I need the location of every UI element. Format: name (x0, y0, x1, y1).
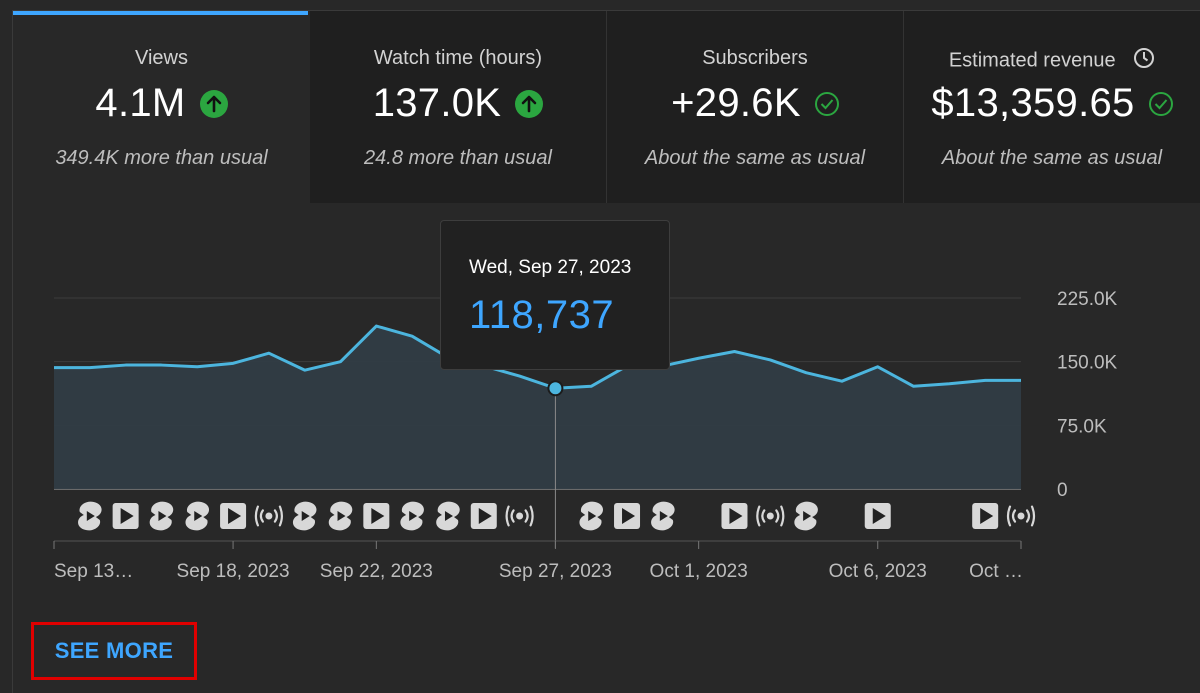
video-upload-icon[interactable] (972, 503, 999, 529)
x-tick-label: Oct … (969, 561, 1023, 582)
check-circle-icon (814, 91, 839, 116)
x-tick-label: Sep 13… (54, 561, 133, 582)
tab-title: Estimated revenue (904, 47, 1200, 75)
analytics-panel: Views 4.1M 349.4K more than usual Watch … (12, 10, 1200, 693)
video-upload-icon[interactable] (470, 503, 497, 529)
arrow-up-icon (515, 89, 544, 118)
shorts-icon[interactable] (185, 501, 210, 531)
video-upload-icon[interactable] (220, 503, 247, 529)
x-tick-label: Sep 27, 2023 (499, 561, 612, 582)
shorts-icon[interactable] (794, 501, 818, 531)
x-tick-label: Sep 22, 2023 (320, 561, 433, 582)
tab-note: 349.4K more than usual (55, 147, 268, 169)
live-stream-icon[interactable] (505, 505, 534, 527)
data-point (547, 380, 564, 397)
tab-note: About the same as usual (644, 147, 866, 169)
tab-views[interactable]: Views 4.1M 349.4K more than usual (13, 11, 310, 203)
live-stream-icon[interactable] (1006, 505, 1036, 527)
metric-tabs: Views 4.1M 349.4K more than usual Watch … (13, 11, 1200, 203)
check-circle-icon (1148, 91, 1173, 116)
tab-value: +29.6K (671, 81, 801, 125)
x-tick-label: Sep 18, 2023 (177, 561, 290, 582)
tab-value: 137.0K (372, 81, 502, 125)
shorts-icon[interactable] (328, 501, 353, 531)
tab-value: 4.1M (95, 81, 186, 125)
x-tick-label: Oct 1, 2023 (650, 561, 748, 582)
x-tick-label: Oct 6, 2023 (829, 561, 927, 582)
tab-subscribers[interactable]: Subscribers +29.6K About the same as usu… (607, 11, 904, 203)
chart-tooltip: Wed, Sep 27, 2023 118,737 (440, 220, 670, 370)
video-upload-icon[interactable] (864, 503, 891, 529)
clock-icon[interactable] (1133, 47, 1155, 75)
shorts-icon[interactable] (78, 501, 102, 531)
tab-value: $13,359.65 (931, 81, 1135, 125)
video-upload-icon[interactable] (614, 503, 641, 529)
y-tick-label: 0 (1057, 480, 1068, 501)
shorts-icon[interactable] (579, 501, 603, 531)
tab-note: About the same as usual (941, 147, 1163, 169)
tab-watch-time[interactable]: Watch time (hours) 137.0K 24.8 more than… (310, 11, 607, 203)
shorts-icon[interactable] (292, 501, 317, 531)
series-line (54, 324, 1021, 390)
y-tick-label: 150.0K (1057, 353, 1118, 374)
tooltip-date: Wed, Sep 27, 2023 (469, 257, 632, 278)
tab-title: Subscribers (702, 47, 808, 69)
tooltip-value: 118,737 (469, 293, 615, 337)
tab-note: 24.8 more than usual (364, 147, 552, 169)
shorts-icon[interactable] (149, 501, 174, 531)
live-stream-icon[interactable] (254, 505, 283, 527)
shorts-icon[interactable] (436, 501, 460, 531)
arrow-up-icon (199, 89, 228, 118)
tab-title: Views (135, 47, 188, 69)
tab-title-text: Estimated revenue (948, 49, 1116, 72)
shorts-icon[interactable] (651, 501, 675, 531)
see-more-button[interactable]: SEE MORE (31, 622, 197, 680)
y-tick-label: 75.0K (1057, 416, 1107, 437)
tab-title: Watch time (hours) (373, 47, 543, 69)
y-tick-label: 225.0K (1057, 289, 1118, 310)
video-upload-icon[interactable] (112, 503, 139, 529)
shorts-icon[interactable] (400, 501, 424, 531)
video-upload-icon[interactable] (363, 503, 390, 529)
tab-estimated-revenue[interactable]: Estimated revenue $13,359.65 About the s… (904, 11, 1200, 203)
live-stream-icon[interactable] (756, 505, 785, 527)
video-upload-icon[interactable] (721, 503, 748, 529)
